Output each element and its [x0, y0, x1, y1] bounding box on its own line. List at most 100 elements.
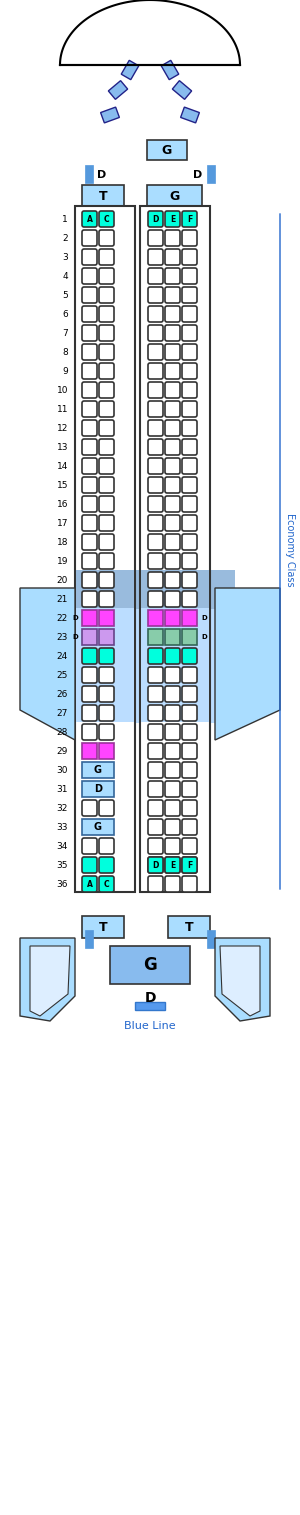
FancyBboxPatch shape: [182, 857, 197, 873]
Bar: [76, 665, 134, 683]
Polygon shape: [20, 588, 75, 739]
FancyBboxPatch shape: [99, 704, 114, 721]
FancyBboxPatch shape: [165, 248, 180, 265]
Polygon shape: [100, 108, 119, 123]
Bar: [141, 665, 209, 683]
FancyBboxPatch shape: [165, 742, 180, 759]
Text: 2: 2: [62, 233, 68, 242]
FancyBboxPatch shape: [82, 724, 97, 739]
FancyBboxPatch shape: [148, 248, 163, 265]
Bar: [148, 611, 163, 626]
FancyBboxPatch shape: [165, 800, 180, 817]
FancyBboxPatch shape: [182, 306, 197, 323]
FancyBboxPatch shape: [165, 838, 180, 854]
FancyBboxPatch shape: [99, 686, 114, 701]
Text: Blue Line: Blue Line: [124, 1021, 176, 1032]
FancyBboxPatch shape: [148, 420, 163, 436]
Text: 7: 7: [62, 329, 68, 338]
Polygon shape: [172, 80, 192, 100]
FancyBboxPatch shape: [148, 820, 163, 835]
FancyBboxPatch shape: [99, 286, 114, 303]
FancyBboxPatch shape: [182, 724, 197, 739]
FancyBboxPatch shape: [165, 515, 180, 530]
Bar: [76, 627, 134, 645]
FancyBboxPatch shape: [148, 648, 163, 664]
Bar: [75, 683, 235, 704]
FancyBboxPatch shape: [148, 268, 163, 283]
FancyBboxPatch shape: [182, 648, 197, 664]
Text: 5: 5: [62, 291, 68, 300]
Text: 15: 15: [56, 480, 68, 489]
FancyBboxPatch shape: [165, 344, 180, 361]
Bar: [75, 608, 235, 629]
Bar: [82, 629, 97, 645]
Bar: [141, 627, 209, 645]
FancyBboxPatch shape: [99, 495, 114, 512]
Polygon shape: [30, 945, 70, 1017]
FancyBboxPatch shape: [182, 326, 197, 341]
Bar: [148, 629, 163, 645]
FancyBboxPatch shape: [165, 306, 180, 323]
FancyBboxPatch shape: [165, 439, 180, 454]
Text: D: D: [98, 170, 106, 180]
FancyBboxPatch shape: [82, 286, 97, 303]
Bar: [99, 629, 114, 645]
FancyBboxPatch shape: [182, 762, 197, 779]
Polygon shape: [108, 80, 128, 100]
FancyBboxPatch shape: [82, 382, 97, 398]
FancyBboxPatch shape: [182, 782, 197, 797]
FancyBboxPatch shape: [99, 648, 114, 664]
FancyBboxPatch shape: [165, 458, 180, 474]
Bar: [76, 608, 134, 627]
FancyBboxPatch shape: [182, 704, 197, 721]
FancyBboxPatch shape: [165, 401, 180, 417]
FancyBboxPatch shape: [82, 648, 97, 664]
FancyBboxPatch shape: [165, 782, 180, 797]
FancyBboxPatch shape: [82, 591, 97, 608]
FancyBboxPatch shape: [148, 286, 163, 303]
Text: 25: 25: [57, 671, 68, 680]
Bar: [82, 762, 114, 779]
Bar: [140, 206, 210, 892]
Bar: [135, 1001, 165, 1011]
FancyBboxPatch shape: [148, 401, 163, 417]
Text: A: A: [87, 880, 92, 888]
FancyBboxPatch shape: [82, 667, 97, 683]
FancyBboxPatch shape: [148, 458, 163, 474]
FancyBboxPatch shape: [148, 667, 163, 683]
FancyBboxPatch shape: [99, 838, 114, 854]
FancyBboxPatch shape: [148, 724, 163, 739]
Text: D: D: [201, 633, 207, 639]
Text: 34: 34: [57, 841, 68, 850]
Bar: [165, 629, 180, 645]
Bar: [141, 608, 209, 627]
FancyBboxPatch shape: [82, 211, 97, 227]
Text: Economy Class: Economy Class: [285, 514, 295, 586]
FancyBboxPatch shape: [148, 439, 163, 454]
FancyBboxPatch shape: [165, 573, 180, 588]
FancyBboxPatch shape: [99, 211, 114, 227]
Bar: [76, 703, 134, 723]
Text: D: D: [72, 615, 78, 621]
FancyBboxPatch shape: [99, 326, 114, 341]
Text: G: G: [94, 765, 102, 776]
FancyBboxPatch shape: [165, 667, 180, 683]
FancyBboxPatch shape: [99, 230, 114, 245]
Text: D: D: [201, 615, 207, 621]
FancyBboxPatch shape: [182, 742, 197, 759]
FancyBboxPatch shape: [99, 800, 114, 817]
Text: D: D: [152, 215, 159, 224]
FancyBboxPatch shape: [148, 515, 163, 530]
FancyBboxPatch shape: [82, 439, 97, 454]
FancyBboxPatch shape: [82, 838, 97, 854]
Text: 24: 24: [57, 651, 68, 661]
Polygon shape: [20, 938, 75, 1021]
Bar: [75, 645, 235, 667]
FancyBboxPatch shape: [182, 591, 197, 608]
FancyBboxPatch shape: [82, 268, 97, 283]
Bar: [99, 742, 114, 759]
Polygon shape: [215, 938, 270, 1021]
FancyBboxPatch shape: [182, 248, 197, 265]
Text: 1: 1: [62, 215, 68, 224]
FancyBboxPatch shape: [165, 762, 180, 779]
